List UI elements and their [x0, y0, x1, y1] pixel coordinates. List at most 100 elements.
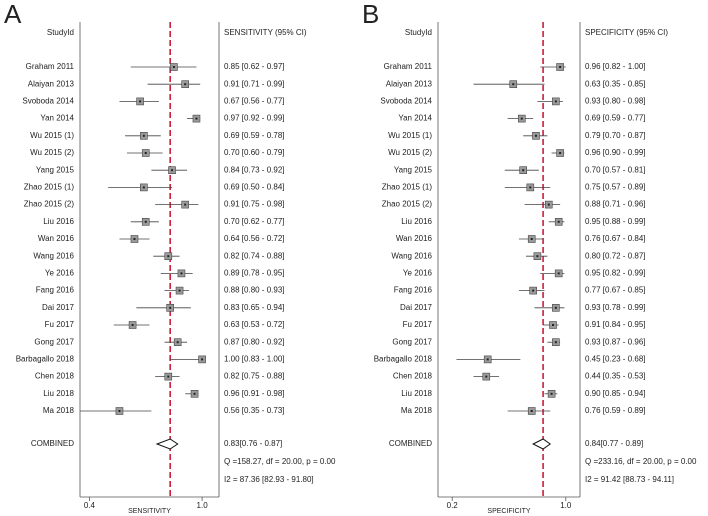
study-name: Wu 2015 (2)	[388, 148, 432, 157]
estimate-label: 0.84 [0.73 - 0.92]	[224, 165, 285, 174]
estimate-label: 0.82 [0.74 - 0.88]	[224, 251, 285, 260]
estimate-dot	[139, 100, 142, 103]
estimate-label: 0.70 [0.62 - 0.77]	[224, 217, 285, 226]
study-name: Wang 2016	[33, 251, 74, 260]
estimate-label: 0.88 [0.80 - 0.93]	[224, 286, 285, 295]
estimate-dot	[195, 117, 198, 120]
study-name: Fang 2016	[394, 286, 433, 295]
study-name: Yan 2014	[398, 114, 432, 123]
estimate-dot	[178, 289, 181, 292]
estimate-label: 0.63 [0.35 - 0.85]	[585, 79, 646, 88]
estimate-dot	[180, 272, 183, 275]
estimate-label: 0.44 [0.35 - 0.53]	[585, 372, 646, 381]
estimate-label: 0.91 [0.84 - 0.95]	[585, 320, 646, 329]
estimate-label: 0.95 [0.82 - 0.99]	[585, 269, 646, 278]
estimate-dot	[557, 220, 560, 223]
estimate-dot	[532, 289, 535, 292]
estimate-label: 0.70 [0.57 - 0.81]	[585, 165, 646, 174]
study-name: Chen 2018	[393, 372, 433, 381]
study-name: Wan 2016	[396, 234, 433, 243]
combined-name: COMBINED	[31, 439, 74, 448]
estimate-dot	[554, 306, 557, 309]
estimate-dot	[557, 272, 560, 275]
estimate-dot	[559, 66, 562, 68]
estimate-dot	[486, 358, 489, 361]
study-header: StudyId	[405, 28, 432, 37]
estimate-label: 0.76 [0.67 - 0.84]	[585, 234, 646, 243]
study-name: Svoboda 2014	[22, 97, 74, 106]
study-name: Fu 2017	[45, 320, 75, 329]
estimate-label: 0.93 [0.80 - 0.98]	[585, 97, 646, 106]
study-name: Ye 2016	[45, 269, 75, 278]
study-name: Zhao 2015 (1)	[24, 183, 75, 192]
estimate-dot	[142, 134, 145, 137]
study-name: Chen 2018	[35, 372, 75, 381]
estimate-label: 0.91 [0.71 - 0.99]	[224, 79, 285, 88]
estimate-dot	[184, 203, 187, 206]
x-tick-label: 0.2	[447, 501, 459, 510]
x-tick-label: 1.0	[197, 501, 209, 510]
heterogeneity-stat: Q =233.16, df = 20.00, p = 0.00	[585, 457, 697, 466]
estimate-label: 0.91 [0.75 - 0.98]	[224, 200, 285, 209]
heterogeneity-stat: Q =158.27, df = 20.00, p = 0.00	[224, 457, 336, 466]
estimate-dot	[554, 100, 557, 103]
estimate-dot	[554, 341, 557, 344]
combined-label: 0.84[0.77 - 0.89]	[585, 439, 643, 448]
estimate-dot	[176, 341, 179, 344]
x-tick-label: 1.0	[560, 501, 572, 510]
combined-diamond	[532, 438, 552, 450]
estimate-dot	[167, 375, 170, 378]
estimate-dot	[144, 152, 147, 154]
estimate-dot	[485, 375, 488, 378]
estimate-dot	[172, 66, 175, 68]
study-header: StudyId	[47, 28, 74, 37]
study-name: Zhao 2015 (2)	[382, 200, 433, 209]
estimate-label: 0.96 [0.91 - 0.98]	[224, 389, 285, 398]
estimate-header: SPECIFICITY (95% CI)	[585, 28, 668, 37]
estimate-dot	[169, 306, 172, 309]
estimate-label: 0.93 [0.87 - 0.96]	[585, 337, 646, 346]
estimate-label: 0.90 [0.85 - 0.94]	[585, 389, 646, 398]
study-name: Graham 2011	[26, 62, 75, 71]
estimate-dot	[552, 324, 555, 326]
estimate-label: 0.45 [0.23 - 0.68]	[585, 355, 646, 364]
study-name: Liu 2016	[401, 217, 432, 226]
estimate-label: 0.85 [0.62 - 0.97]	[224, 62, 285, 71]
estimate-dot	[193, 392, 196, 395]
study-name: Ye 2016	[403, 269, 433, 278]
estimate-dot	[142, 186, 145, 189]
estimate-label: 0.95 [0.88 - 0.99]	[585, 217, 646, 226]
estimate-label: 0.56 [0.35 - 0.73]	[224, 406, 285, 415]
panel-label: B	[362, 0, 379, 29]
study-name: Svoboda 2014	[380, 97, 432, 106]
estimate-dot	[131, 324, 134, 326]
combined-label: 0.83[0.76 - 0.87]	[224, 439, 282, 448]
x-tick-label: 0.4	[84, 501, 96, 510]
estimate-dot	[536, 255, 539, 258]
estimate-dot	[171, 169, 174, 172]
study-name: Dai 2017	[400, 303, 433, 312]
study-name: Ma 2018	[43, 406, 75, 415]
estimate-label: 0.69 [0.59 - 0.77]	[585, 114, 646, 123]
estimate-label: 0.69 [0.50 - 0.84]	[224, 183, 285, 192]
heterogeneity-stat: I2 = 91.42 [88.73 - 94.11]	[585, 475, 674, 484]
study-name: Wang 2016	[391, 251, 432, 260]
estimate-label: 0.70 [0.60 - 0.79]	[224, 148, 285, 157]
study-name: Wu 2015 (1)	[30, 131, 74, 140]
heterogeneity-stat: I2 = 87.36 [82.93 - 91.80]	[224, 475, 314, 484]
study-name: Zhao 2015 (2)	[24, 200, 75, 209]
estimate-label: 0.82 [0.75 - 0.88]	[224, 372, 285, 381]
study-name: Wu 2015 (2)	[30, 148, 74, 157]
estimate-label: 0.89 [0.78 - 0.95]	[224, 269, 285, 278]
estimate-label: 0.83 [0.65 - 0.94]	[224, 303, 285, 312]
estimate-label: 0.93 [0.78 - 0.99]	[585, 303, 646, 312]
panel-label: A	[4, 0, 22, 29]
estimate-label: 0.79 [0.70 - 0.87]	[585, 131, 646, 140]
study-name: Gong 2017	[34, 337, 74, 346]
estimate-label: 0.76 [0.59 - 0.89]	[585, 406, 646, 415]
estimate-dot	[167, 255, 170, 258]
estimate-dot	[534, 134, 537, 137]
estimate-dot	[118, 410, 121, 412]
study-name: Gong 2017	[392, 337, 432, 346]
